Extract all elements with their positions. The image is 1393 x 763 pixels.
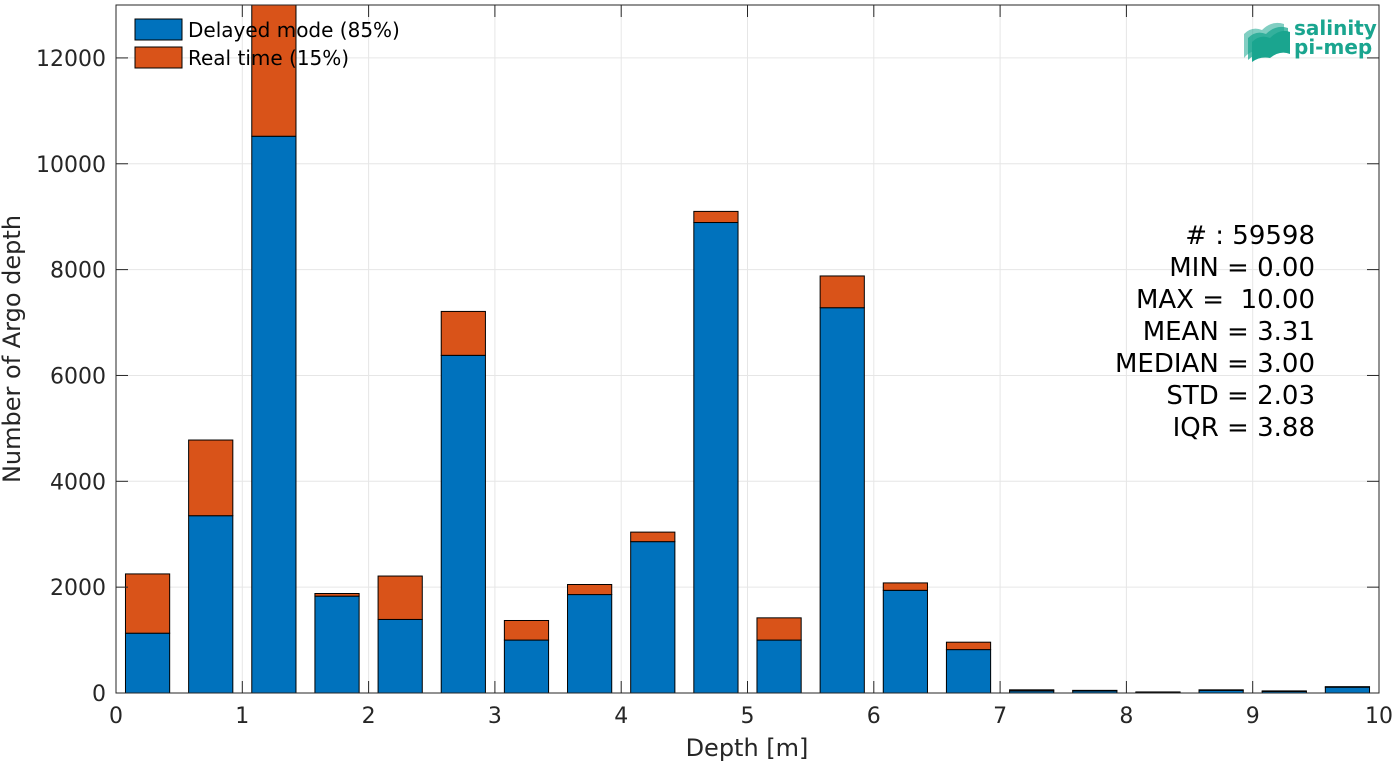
bar-delayed-mode (756, 639, 802, 694)
bar-delayed-mode (503, 639, 550, 694)
y-tick-labels: 0 2000 4000 6000 8000 10000 12000 (36, 47, 106, 707)
bar-real-time (440, 310, 486, 356)
statistics-box: # : 59598 MIN = 0.00 MAX = 10.00 MEAN = … (1115, 221, 1315, 443)
bar-delayed-mode (251, 135, 297, 694)
bar-delayed-mode (1324, 686, 1371, 694)
bar-delayed-mode (567, 594, 613, 694)
x-tick-label: 3 (488, 704, 502, 729)
bar-delayed-mode (188, 515, 234, 694)
bar-real-time (693, 210, 739, 224)
axis-ticks (115, 5, 1380, 694)
bar-real-time (1198, 689, 1244, 691)
bar-real-time (945, 641, 992, 651)
stat-min: MIN = 0.00 (1169, 253, 1315, 283)
bar-real-time (630, 531, 676, 543)
bar-real-time (567, 584, 613, 596)
bar-delayed-mode (377, 618, 423, 694)
logo-text-salinity: salinity (1294, 16, 1377, 40)
x-tick-label: 10 (1365, 704, 1393, 729)
legend-swatch-realtime (134, 46, 183, 69)
x-tick-label: 0 (109, 704, 123, 729)
bar-real-time (756, 617, 802, 641)
bar-real-time (1072, 689, 1118, 692)
stat-median: MEDIAN = 3.00 (1115, 349, 1315, 379)
x-tick-label: 8 (1119, 704, 1133, 729)
y-tick-label: 0 (92, 682, 106, 707)
y-tick-label: 4000 (50, 470, 106, 495)
legend-label-realtime: Real time (15%) (188, 46, 349, 70)
bar-real-time (882, 582, 928, 591)
bar-real-time (1009, 689, 1055, 692)
bar-real-time (1324, 686, 1371, 688)
bar-real-time (1261, 690, 1307, 692)
legend-label-delayed: Delayed mode (85%) (188, 18, 400, 42)
bar-real-time (503, 619, 550, 641)
logo-text-pi-mep: pi-mep (1294, 35, 1372, 59)
stat-count: # : 59598 (1185, 221, 1315, 251)
stat-std: STD = 2.03 (1166, 381, 1315, 411)
bars (124, 4, 1371, 694)
x-tick-label: 4 (614, 704, 628, 729)
stat-iqr: IQR = 3.88 (1173, 413, 1315, 443)
bar-real-time (377, 575, 423, 620)
x-tick-label: 5 (741, 704, 755, 729)
x-tick-label: 6 (867, 704, 881, 729)
y-tick-label: 2000 (50, 576, 106, 601)
x-tick-label: 9 (1246, 704, 1260, 729)
x-tick-labels: 0 1 2 3 4 5 6 7 8 9 10 (109, 704, 1393, 729)
bar-delayed-mode (819, 307, 865, 694)
stat-mean: MEAN = 3.31 (1143, 317, 1315, 347)
y-tick-label: 6000 (50, 364, 106, 389)
x-tick-label: 7 (993, 704, 1007, 729)
bar-real-time (124, 573, 171, 634)
bar-real-time (188, 439, 234, 517)
y-tick-label: 10000 (36, 153, 106, 178)
bar-real-time (314, 593, 360, 597)
grid-lines (116, 5, 1379, 693)
y-axis-label: Number of Argo depth (0, 215, 26, 483)
bar-delayed-mode (124, 632, 171, 694)
bar-delayed-mode (630, 541, 676, 694)
logo-wave-icon (1244, 22, 1290, 62)
x-tick-label: 2 (362, 704, 376, 729)
bar-delayed-mode (945, 649, 992, 694)
x-tick-label: 1 (235, 704, 249, 729)
stat-max: MAX = 10.00 (1136, 285, 1315, 315)
bar-delayed-mode (440, 354, 486, 694)
y-tick-label: 12000 (36, 47, 106, 72)
bar-delayed-mode (693, 222, 739, 694)
legend: Delayed mode (85%) Real time (15%) (134, 18, 400, 70)
bar-real-time (819, 275, 865, 309)
salinity-pi-mep-logo: salinity pi-mep (1244, 16, 1377, 62)
bar-delayed-mode (882, 589, 928, 694)
bar-real-time (1135, 691, 1181, 693)
bar-delayed-mode (314, 595, 360, 694)
x-axis-label: Depth [m] (686, 734, 809, 762)
y-tick-label: 8000 (50, 259, 106, 284)
legend-swatch-delayed (134, 18, 183, 41)
bar-real-time (251, 4, 297, 137)
